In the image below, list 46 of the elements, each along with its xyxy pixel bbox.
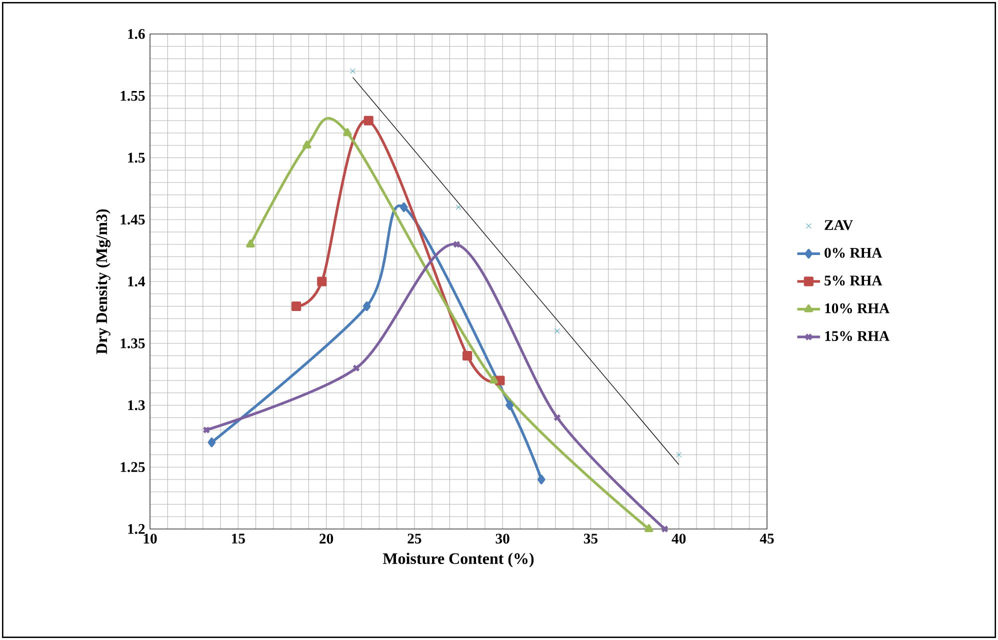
x-tick-label: 10	[144, 534, 157, 544]
x-axis-title: Moisture Content (%)	[382, 552, 534, 568]
point	[553, 414, 562, 422]
point	[302, 140, 312, 148]
point	[364, 116, 374, 126]
x-tick-label: 20	[320, 534, 334, 544]
x-tick-label: 35	[584, 534, 598, 544]
point	[489, 376, 498, 384]
point	[462, 350, 472, 361]
point	[208, 438, 216, 448]
point	[452, 240, 461, 248]
y-tick-label: 1.2	[128, 524, 145, 534]
y-tick-label: 1.3	[128, 400, 145, 410]
legend-label: 10% RHA	[825, 303, 890, 314]
x-tick-label: 15	[232, 534, 245, 544]
point	[456, 204, 462, 210]
point	[350, 68, 356, 74]
point	[292, 301, 302, 312]
point	[362, 301, 371, 312]
point	[352, 364, 360, 372]
point	[400, 202, 408, 212]
point	[495, 376, 505, 386]
point	[537, 474, 546, 484]
legend-label: 5% RHA	[824, 276, 882, 286]
point	[246, 240, 255, 248]
y-tick-label: 1.45	[120, 214, 145, 225]
point	[554, 328, 560, 334]
point	[506, 400, 514, 410]
x-tick-label: 45	[760, 534, 774, 544]
y-tick-label: 1.35	[120, 338, 145, 348]
point	[343, 128, 352, 136]
legend-label: 15% RHA	[825, 331, 890, 342]
x-tick-label: 25	[408, 534, 422, 544]
y-tick-label: 1.55	[120, 90, 145, 101]
point	[644, 524, 654, 532]
y-tick-label: 1.4	[128, 276, 146, 286]
y-tick-label: 1.6	[128, 29, 145, 39]
x-tick-label: 30	[496, 534, 510, 544]
legend-label: ZAV	[824, 220, 853, 230]
point	[676, 452, 682, 458]
y-axis-title: Dry Density (Mg/m3)	[96, 209, 110, 354]
x-tick-label: 40	[672, 534, 686, 544]
y-tick-label: 1.5	[128, 152, 145, 163]
legend-label: 0% RHA	[824, 248, 882, 258]
point	[317, 276, 327, 286]
y-tick-label: 1.25	[120, 462, 145, 472]
